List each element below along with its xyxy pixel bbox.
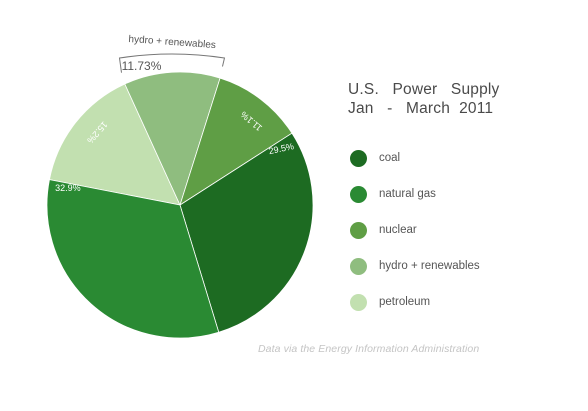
source-note: Data via the Energy Information Administ… — [258, 343, 480, 355]
legend-swatch — [350, 293, 367, 311]
legend-swatch — [350, 221, 367, 239]
chart-title-line1: U.S. Power Supply — [348, 81, 500, 98]
legend-item: petroleum — [350, 284, 480, 320]
legend-swatch — [350, 257, 367, 275]
chart-title: U.S. Power Supply Jan - March 2011 — [348, 80, 500, 118]
legend-swatch — [350, 185, 367, 203]
pie-slice-petroleum — [48, 83, 181, 206]
callout-value: 11.73% — [122, 59, 162, 73]
legend-item: coal — [350, 140, 480, 176]
legend-label: natural gas — [379, 188, 436, 200]
legend-item: hydro + renewables — [350, 248, 480, 284]
chart-title-line2: Jan - March 2011 — [348, 100, 494, 117]
legend-label: coal — [379, 152, 401, 164]
pie-slice-hydro-renewables — [124, 71, 221, 207]
legend-item: nuclear — [350, 212, 480, 248]
legend: coal natural gas nuclear hydro + renewab… — [350, 140, 480, 320]
callout-label: hydro + renewables — [128, 34, 216, 51]
pie-slice-coal — [179, 132, 314, 333]
legend-item: natural gas — [350, 176, 480, 212]
pie-slice-natural-gas — [46, 179, 220, 339]
legend-label: hydro + renewables — [379, 260, 480, 272]
callout-bracket — [118, 53, 226, 73]
legend-swatch — [350, 149, 367, 167]
pie-slice-nuclear — [179, 77, 293, 206]
legend-label: nuclear — [379, 224, 417, 236]
legend-label: petroleum — [379, 296, 431, 308]
data-label-natural-gas: 32.9% — [55, 183, 81, 193]
